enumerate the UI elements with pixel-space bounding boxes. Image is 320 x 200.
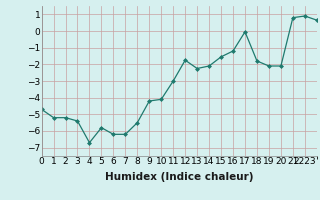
X-axis label: Humidex (Indice chaleur): Humidex (Indice chaleur) (105, 172, 253, 182)
